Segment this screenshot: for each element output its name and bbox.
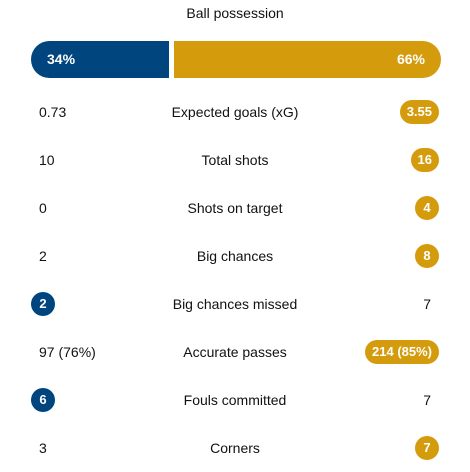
away-value-highlight: 3.55: [399, 100, 439, 124]
away-value-highlight: 16: [410, 148, 439, 172]
stat-label: Expected goals (xG): [171, 104, 299, 120]
stat-label: Corners: [210, 440, 260, 456]
stat-row: Big chances 2 8: [0, 244, 470, 268]
stat-row: Corners 3 7: [0, 436, 470, 460]
possession-away-value: 66%: [396, 51, 425, 67]
stat-row: Total shots 10 16: [0, 148, 470, 172]
stat-label: Total shots: [201, 152, 269, 168]
possession-bar: 34% 66%: [31, 41, 441, 78]
stat-row: Fouls committed 6 7: [0, 388, 470, 412]
stat-row: Expected goals (xG) 0.73 3.55: [0, 100, 470, 124]
home-value: 0.73: [39, 104, 67, 120]
possession-away-segment: 66%: [174, 41, 441, 78]
stat-label: Fouls committed: [183, 392, 287, 408]
home-value-highlight: 2: [31, 292, 55, 316]
stat-label: Big chances missed: [172, 296, 298, 312]
away-value-highlight: 8: [415, 244, 439, 268]
home-value: 2: [39, 248, 47, 264]
stat-title-ball-possession: Ball possession: [186, 5, 284, 21]
away-value: 7: [423, 296, 431, 312]
home-value-highlight: 6: [31, 388, 55, 412]
possession-home-segment: 34%: [31, 41, 169, 78]
stat-label: Big chances: [196, 248, 274, 264]
stat-row: Accurate passes 97 (76%) 214 (85%): [0, 340, 470, 364]
away-value-highlight: 7: [415, 436, 439, 460]
away-value-highlight: 4: [415, 196, 439, 220]
home-value: 3: [39, 440, 47, 456]
home-value: 10: [39, 152, 55, 168]
stat-label: Accurate passes: [183, 344, 287, 360]
stat-row: Shots on target 0 4: [0, 196, 470, 220]
home-value: 97 (76%): [39, 344, 96, 360]
home-value: 0: [39, 200, 47, 216]
stat-row: Big chances missed 2 7: [0, 292, 470, 316]
away-value-highlight: 214 (85%): [365, 340, 439, 364]
away-value: 7: [423, 392, 431, 408]
possession-home-value: 34%: [47, 51, 76, 67]
stat-label: Shots on target: [187, 200, 283, 216]
